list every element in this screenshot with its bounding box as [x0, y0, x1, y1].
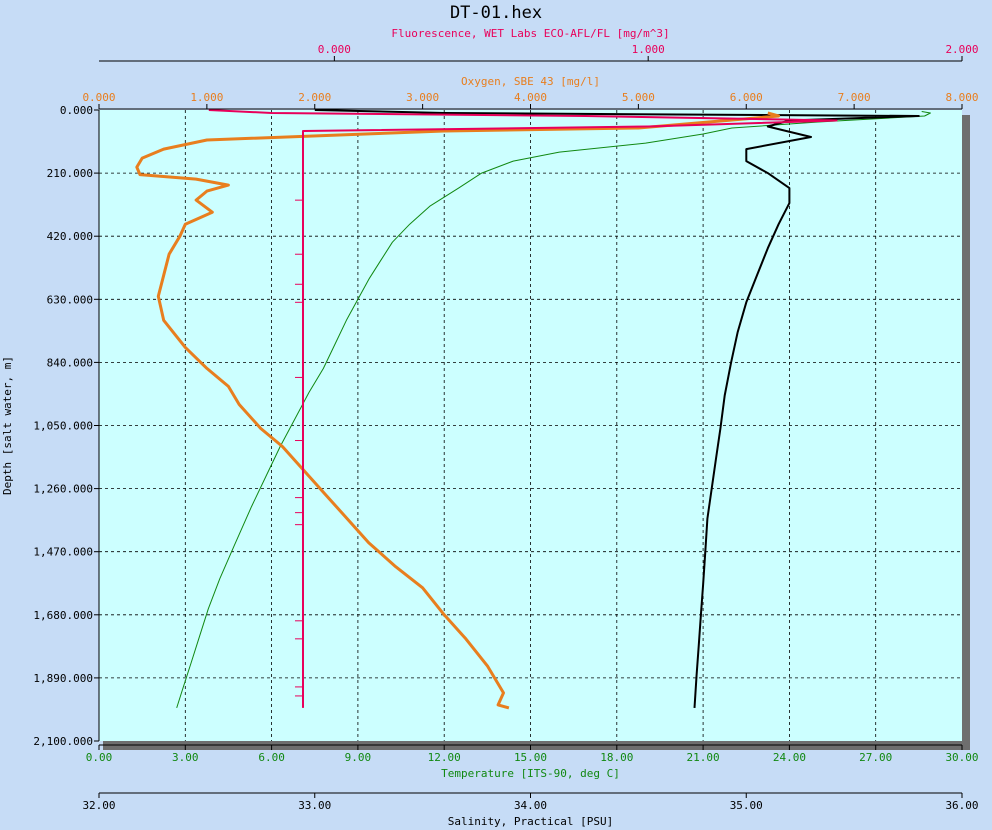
tick-label: 2.000 [298, 91, 331, 104]
tick-label: 9.00 [345, 751, 372, 764]
tick-label: 21.00 [687, 751, 720, 764]
tick-label: 12.00 [428, 751, 461, 764]
axis-title: Salinity, Practical [PSU] [448, 815, 614, 828]
tick-label: 32.00 [82, 799, 115, 812]
series-temperature [176, 111, 931, 709]
tick-label: 27.00 [859, 751, 892, 764]
tick-label: 0.000 [82, 91, 115, 104]
tick-label: 4.000 [514, 91, 547, 104]
axis-salinity: 32.00 33.00 34.00 35.00 36.00 Salinity, Pract… [82, 792, 979, 828]
tick-label: 1.000 [632, 43, 665, 56]
tick-label: 5.000 [622, 91, 655, 104]
tick-label: 1,050.000 [33, 420, 93, 433]
tick-label: 3.00 [172, 751, 199, 764]
axis-title: Depth [salt water, m] [1, 356, 14, 495]
axis-oxygen: 0.000 1.000 2.000 3.000 4.000 5.000 6.000 7.000… [82, 75, 979, 110]
tick-label: 420.000 [47, 230, 93, 243]
tick-label: 8.000 [945, 91, 978, 104]
tick-label: 0.000 [60, 104, 93, 117]
tick-label: 15.00 [514, 751, 547, 764]
tick-label: 1,260.000 [33, 483, 93, 496]
tick-label: 1.000 [190, 91, 223, 104]
plot-panel [99, 110, 970, 750]
tick-label: 630.000 [47, 293, 93, 306]
tick-label: 1,680.000 [33, 609, 93, 622]
tick-label: 7.000 [838, 91, 871, 104]
tick-label: 36.00 [945, 799, 978, 812]
axis-title: Temperature [ITS-90, deg C] [441, 767, 620, 780]
tick-label: 6.000 [730, 91, 763, 104]
series-salinity [314, 109, 920, 708]
tick-label: 2.000 [945, 43, 978, 56]
axes: 0.000 1.000 2.000 Fluorescence, WET Labs EC… [1, 27, 979, 828]
tick-label: 30.00 [945, 751, 978, 764]
axis-depth: 0.000 210.000 420.000 630.000 840.000 1,050.0… [1, 104, 100, 748]
series-fluorescence [208, 109, 838, 708]
axis-title: Oxygen, SBE 43 [mg/l] [461, 75, 600, 88]
tick-label: 840.000 [47, 356, 93, 369]
tick-label: 2,100.000 [33, 735, 93, 748]
tick-label: 1,470.000 [33, 546, 93, 559]
data-series [135, 109, 931, 710]
tick-label: 18.00 [600, 751, 633, 764]
tick-label: 24.00 [773, 751, 806, 764]
axis-title: Fluorescence, WET Labs ECO-AFL/FL [mg/m^… [391, 27, 669, 40]
tick-label: 34.00 [514, 799, 547, 812]
tick-label: 35.00 [730, 799, 763, 812]
tick-label: 6.00 [258, 751, 285, 764]
tick-label: 0.000 [318, 43, 351, 56]
series-oxygen [135, 111, 781, 710]
plot-background [99, 110, 962, 741]
chart-title: DT-01.hex [450, 3, 542, 23]
tick-label: 33.00 [298, 799, 331, 812]
tick-label: 1,890.000 [33, 672, 93, 685]
tick-label: 0.00 [86, 751, 113, 764]
axis-fluorescence: 0.000 1.000 2.000 Fluorescence, WET Labs EC… [99, 27, 979, 62]
axis-temperature: 0.00 3.00 6.00 9.00 12.00 15.00 18.00 21.00 24.0… [86, 744, 979, 780]
tick-label: 210.000 [47, 167, 93, 180]
tick-label: 3.000 [406, 91, 439, 104]
